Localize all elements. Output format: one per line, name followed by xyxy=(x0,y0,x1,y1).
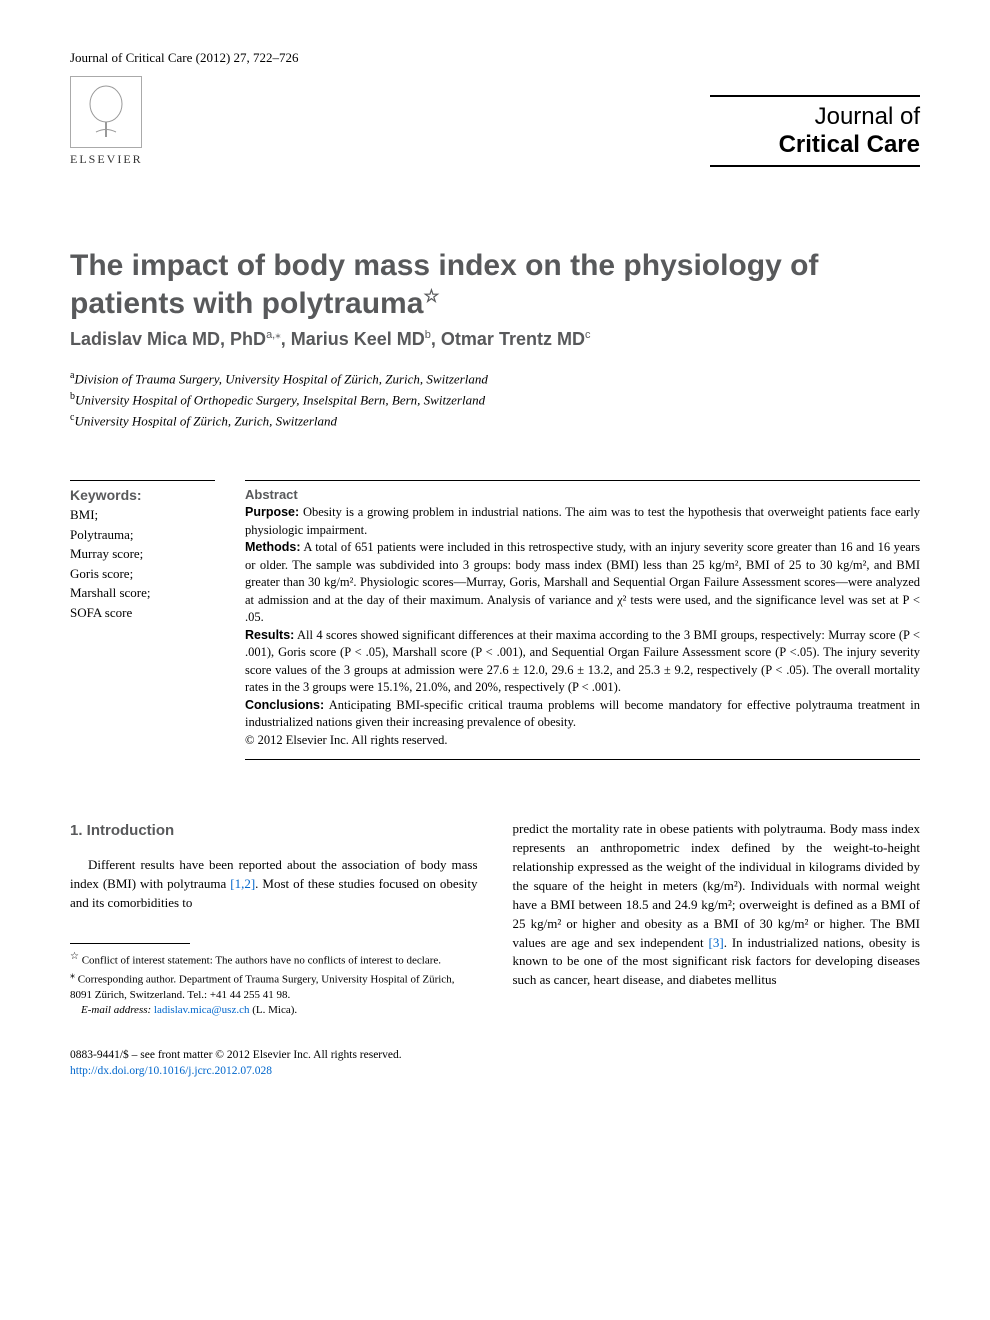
email-suffix: (L. Mica). xyxy=(249,1004,297,1016)
abstract-copyright: © 2012 Elsevier Inc. All rights reserved… xyxy=(245,733,448,747)
author-3-sup: c xyxy=(585,329,591,341)
keyword-item: SOFA score xyxy=(70,603,215,623)
title-line2: patients with polytrauma xyxy=(70,287,423,320)
email-link[interactable]: ladislav.mica@usz.ch xyxy=(154,1004,250,1016)
author-3: , Otmar Trentz MD xyxy=(431,329,585,349)
page: Journal of Critical Care (2012) 27, 722–… xyxy=(0,0,990,1119)
keyword-item: Marshall score; xyxy=(70,583,215,603)
keyword-item: BMI; xyxy=(70,505,215,525)
keywords-list: BMI; Polytrauma; Murray score; Goris sco… xyxy=(70,505,215,622)
logos-row: ELSEVIER Journal of Critical Care xyxy=(70,76,920,167)
title-star-icon: ☆ xyxy=(423,286,439,306)
journal-title-line1: Journal of xyxy=(710,103,920,131)
abstract-conclusions-label: Conclusions: xyxy=(245,698,324,712)
intro-text-2a: predict the mortality rate in obese pati… xyxy=(513,821,921,949)
keywords-heading: Keywords: xyxy=(70,487,215,503)
keywords-column: Keywords: BMI; Polytrauma; Murray score;… xyxy=(70,480,215,760)
affiliations: aDivision of Trauma Surgery, University … xyxy=(70,368,920,430)
abstract-purpose-text: Obesity is a growing problem in industri… xyxy=(245,505,920,537)
ref-link-1-2[interactable]: [1,2] xyxy=(230,876,255,891)
keyword-item: Goris score; xyxy=(70,564,215,584)
coi-star-icon: ☆ xyxy=(70,951,79,962)
title-line1: The impact of body mass index on the phy… xyxy=(70,249,818,282)
abstract-purpose-label: Purpose: xyxy=(245,505,299,519)
abstract-text: Purpose: Obesity is a growing problem in… xyxy=(245,504,920,749)
coi-text: Conflict of interest statement: The auth… xyxy=(79,954,441,966)
ref-link-3[interactable]: [3] xyxy=(709,935,724,950)
author-1: Ladislav Mica MD, PhD xyxy=(70,329,266,349)
intro-paragraph-continued: predict the mortality rate in obese pati… xyxy=(513,820,921,990)
journal-title-box: Journal of Critical Care xyxy=(710,95,920,167)
elsevier-wordmark: ELSEVIER xyxy=(70,152,143,167)
affiliation-a: aDivision of Trauma Surgery, University … xyxy=(70,368,920,389)
abstract-column: Abstract Purpose: Obesity is a growing p… xyxy=(245,480,920,760)
intro-paragraph-1: Different results have been reported abo… xyxy=(70,856,478,913)
aff-c-text: University Hospital of Zürich, Zurich, S… xyxy=(74,413,337,428)
section-heading-introduction: 1. Introduction xyxy=(70,820,478,842)
abstract-row: Keywords: BMI; Polytrauma; Murray score;… xyxy=(70,480,920,760)
affiliation-c: cUniversity Hospital of Zürich, Zurich, … xyxy=(70,410,920,431)
copyright-footer: 0883-9441/$ – see front matter © 2012 El… xyxy=(70,1047,478,1079)
body-columns: 1. Introduction Different results have b… xyxy=(70,820,920,1078)
aff-a-text: Division of Trauma Surgery, University H… xyxy=(74,371,487,386)
doi-link[interactable]: http://dx.doi.org/10.1016/j.jcrc.2012.07… xyxy=(70,1065,272,1077)
abstract-methods-label: Methods: xyxy=(245,540,301,554)
footnote-corresponding: ⁎ Corresponding author. Department of Tr… xyxy=(70,969,478,1003)
abstract-heading: Abstract xyxy=(245,487,920,502)
footnote-coi: ☆ Conflict of interest statement: The au… xyxy=(70,950,478,969)
journal-reference: Journal of Critical Care (2012) 27, 722–… xyxy=(70,50,299,66)
aff-b-text: University Hospital of Orthopedic Surger… xyxy=(75,392,485,407)
abstract-conclusions-text: Anticipating BMI-specific critical traum… xyxy=(245,698,920,730)
author-1-sup: a,⁎ xyxy=(266,329,281,341)
footnotes: ☆ Conflict of interest statement: The au… xyxy=(70,950,478,1019)
abstract-methods-text: A total of 651 patients were included in… xyxy=(245,540,920,624)
body-column-right: predict the mortality rate in obese pati… xyxy=(513,820,921,1078)
elsevier-logo: ELSEVIER xyxy=(70,76,143,167)
journal-title-line2: Critical Care xyxy=(710,131,920,159)
article-title: The impact of body mass index on the phy… xyxy=(70,247,920,322)
authors-line: Ladislav Mica MD, PhDa,⁎, Marius Keel MD… xyxy=(70,328,920,350)
body-column-left: 1. Introduction Different results have b… xyxy=(70,820,478,1078)
affiliation-b: bUniversity Hospital of Orthopedic Surge… xyxy=(70,389,920,410)
footnote-email: E-mail address: ladislav.mica@usz.ch (L.… xyxy=(70,1003,478,1018)
email-label: E-mail address: xyxy=(81,1004,154,1016)
front-matter-line: 0883-9441/$ – see front matter © 2012 El… xyxy=(70,1047,478,1063)
keyword-item: Polytrauma; xyxy=(70,525,215,545)
author-2: , Marius Keel MD xyxy=(281,329,425,349)
footnote-rule xyxy=(70,943,190,944)
header-row: Journal of Critical Care (2012) 27, 722–… xyxy=(70,50,920,66)
abstract-results-text: All 4 scores showed significant differen… xyxy=(245,628,920,695)
abstract-results-label: Results: xyxy=(245,628,294,642)
keyword-item: Murray score; xyxy=(70,544,215,564)
corr-text: Corresponding author. Department of Trau… xyxy=(70,973,454,1000)
elsevier-tree-icon xyxy=(70,76,142,148)
